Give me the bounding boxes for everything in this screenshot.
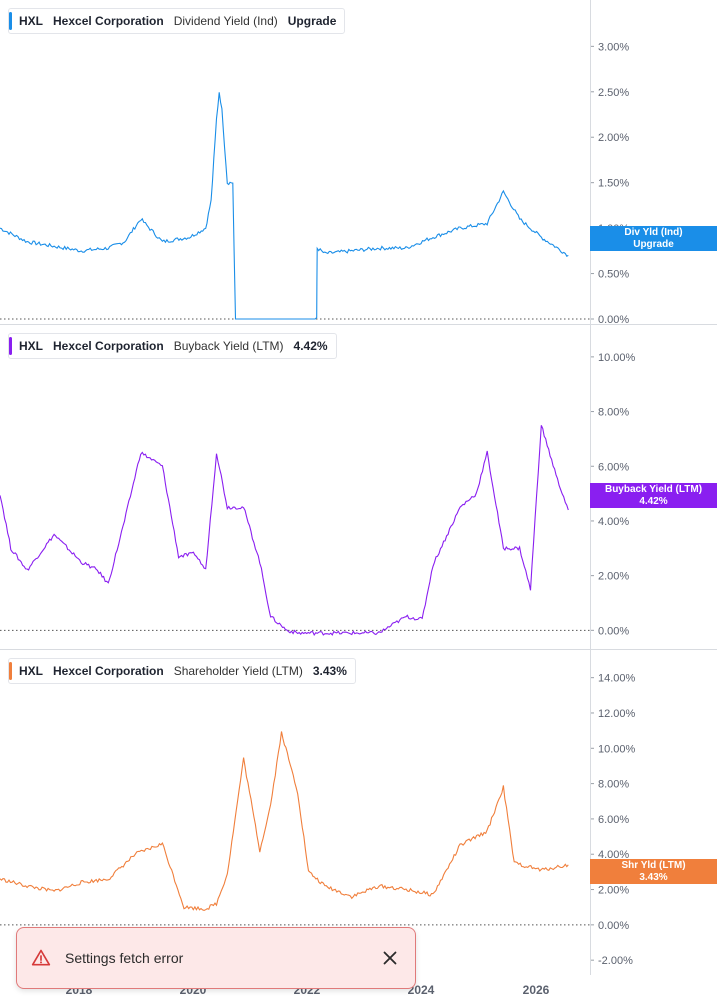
current-value-tag-shareholder: Shr Yld (LTM) 3.43%	[590, 859, 717, 884]
close-icon[interactable]	[379, 947, 401, 969]
y-tick-label: 0.00%	[598, 314, 629, 325]
y-tick-label: -2.00%	[598, 955, 633, 967]
current-value-tag-buyback: Buyback Yield (LTM) 4.42%	[590, 483, 717, 508]
y-tick-label: 3.00%	[598, 41, 629, 53]
y-tick-label: 2.50%	[598, 87, 629, 99]
legend-value: 4.42%	[293, 339, 328, 353]
legend-swatch	[9, 662, 12, 680]
chart-svg-shareholder-yield: 14.00% 12.00% 10.00% 8.00% 6.00% 4.00% 2.00% 0.…	[0, 673, 636, 967]
y-tick-label: 2.00%	[598, 885, 629, 897]
warning-icon	[31, 949, 51, 966]
series-line	[0, 425, 569, 636]
chart-svg-buyback-yield: 10.00% 8.00% 6.00% 4.00% 2.00% 0.00%	[0, 352, 636, 637]
tag-value: Upgrade	[633, 239, 674, 250]
chart-svg-dividend-yield: 3.00%2.50%2.00%1.50%1.00%0.50%0.00%	[0, 41, 629, 325]
y-tick-label: 0.50%	[598, 269, 629, 281]
y-tick-label: 6.00%	[598, 814, 629, 826]
y-tick-label: 4.00%	[598, 516, 629, 528]
legend-ticker: HXL	[19, 14, 43, 28]
x-tick-label: 2026	[522, 983, 550, 997]
y-tick-label: 1.50%	[598, 178, 629, 190]
chart-panel-dividend-yield: 3.00%2.50%2.00%1.50%1.00%0.50%0.00% HXL …	[0, 0, 717, 325]
y-tick-label: 2.00%	[598, 132, 629, 144]
legend-ticker: HXL	[19, 339, 43, 353]
legend-company: Hexcel Corporation	[53, 339, 164, 353]
error-toast: Settings fetch error	[16, 927, 416, 989]
y-tick-label: 2.00%	[598, 571, 629, 583]
series-line	[0, 731, 569, 911]
current-value-tag-dividend: Div Yld (Ind) Upgrade	[590, 226, 717, 251]
legend-company: Hexcel Corporation	[53, 14, 164, 28]
legend-ticker: HXL	[19, 664, 43, 678]
y-tick-label: 12.00%	[598, 708, 636, 720]
legend-upgrade-link[interactable]: Upgrade	[287, 14, 337, 28]
legend-shareholder-yield[interactable]: HXL Hexcel Corporation Shareholder Yield…	[8, 658, 356, 684]
series-line	[0, 92, 569, 320]
tag-label: Buyback Yield (LTM)	[604, 484, 703, 495]
axis-divider	[590, 650, 591, 975]
y-tick-label: 14.00%	[598, 673, 636, 685]
legend-value: 3.43%	[312, 664, 347, 678]
tag-value: 4.42%	[639, 496, 668, 507]
y-tick-label: 0.00%	[598, 625, 629, 637]
legend-company: Hexcel Corporation	[53, 664, 164, 678]
tag-label: Shr Yld (LTM)	[621, 860, 686, 871]
toast-message: Settings fetch error	[65, 950, 184, 966]
legend-swatch	[9, 12, 12, 30]
tag-label: Div Yld (Ind)	[624, 227, 683, 238]
y-tick-label: 10.00%	[598, 743, 636, 755]
axis-divider	[590, 0, 591, 325]
legend-metric: Shareholder Yield (LTM)	[173, 664, 303, 678]
chart-panel-buyback-yield: 10.00% 8.00% 6.00% 4.00% 2.00% 0.00% HXL Hexc…	[0, 325, 717, 650]
y-tick-label: 8.00%	[598, 407, 629, 419]
y-tick-label: 0.00%	[598, 920, 629, 932]
x-tick-label: 2024	[407, 983, 435, 997]
chart-panel-shareholder-yield: 14.00% 12.00% 10.00% 8.00% 6.00% 4.00% 2.00% 0.…	[0, 650, 717, 975]
legend-swatch	[9, 337, 12, 355]
legend-buyback-yield[interactable]: HXL Hexcel Corporation Buyback Yield (LT…	[8, 333, 337, 359]
legend-dividend-yield[interactable]: HXL Hexcel Corporation Dividend Yield (I…	[8, 8, 346, 34]
y-tick-label: 4.00%	[598, 849, 629, 861]
tag-value: 3.43%	[639, 872, 668, 883]
y-tick-label: 10.00%	[598, 352, 636, 364]
y-tick-label: 6.00%	[598, 461, 629, 473]
y-tick-label: 8.00%	[598, 779, 629, 791]
legend-metric: Dividend Yield (Ind)	[173, 14, 278, 28]
legend-metric: Buyback Yield (LTM)	[173, 339, 284, 353]
